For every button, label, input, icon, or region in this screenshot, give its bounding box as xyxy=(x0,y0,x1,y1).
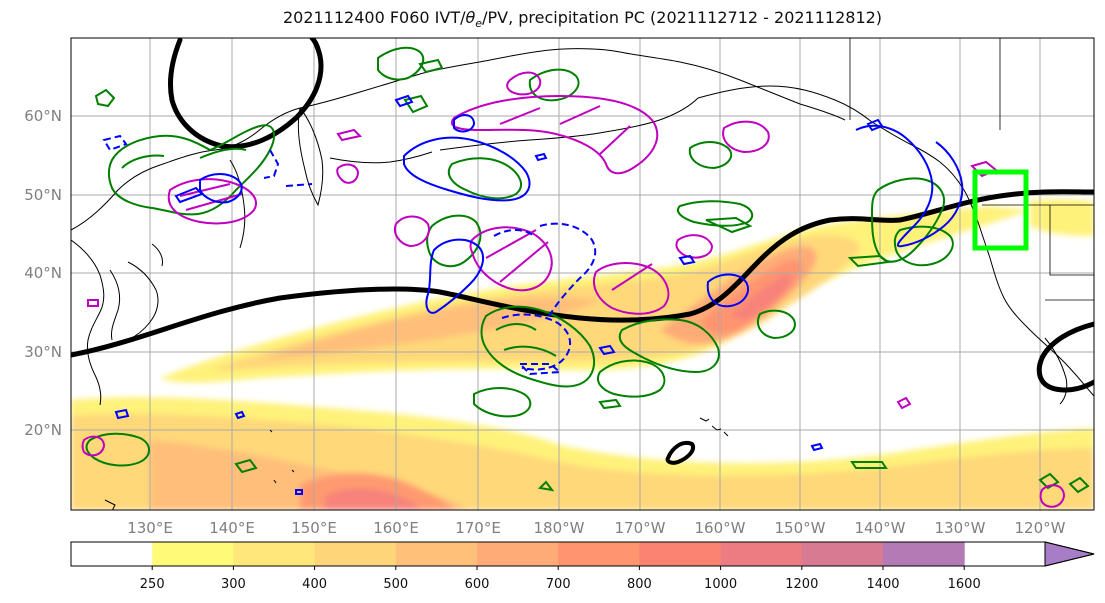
lon-label: 120°W xyxy=(1015,519,1066,537)
colorbar-tick-label: 250 xyxy=(140,577,165,592)
ivt-shading xyxy=(71,199,1094,510)
colorbar-segment xyxy=(71,542,153,566)
colorbar-segment xyxy=(152,542,234,566)
target-box xyxy=(972,169,1029,251)
theta-e-contours xyxy=(71,38,1094,465)
colorbar-segment xyxy=(720,542,803,566)
map-frame xyxy=(70,37,1095,511)
lon-label: 170°E xyxy=(455,519,501,537)
map-area xyxy=(71,38,1094,510)
colorbar-tick-label: 400 xyxy=(302,577,327,592)
colorbar-segment xyxy=(801,542,884,566)
ivt-blue-contours xyxy=(102,94,964,495)
lat-label: 40°N xyxy=(24,264,62,282)
lon-label: 170°W xyxy=(615,519,666,537)
lon-label: 150°E xyxy=(291,519,337,537)
colorbar-segment xyxy=(558,542,640,566)
colorbar-tick-label: 1200 xyxy=(785,577,818,592)
colorbar-segment xyxy=(233,542,316,566)
colorbar-extend-arrow xyxy=(1044,541,1095,567)
colorbar-tick-label: 600 xyxy=(465,577,490,592)
colorbar: 250 300 400 500 600 700 800 1000 1200 1400 1600 xyxy=(70,541,1095,592)
lon-label: 180°W xyxy=(534,519,585,537)
colorbar-tick-label: 1000 xyxy=(704,577,737,592)
colorbar-outline xyxy=(70,541,1095,567)
lat-label: 30°N xyxy=(24,343,62,361)
colorbar-tick-label: 500 xyxy=(383,577,408,592)
lon-label: 160°E xyxy=(373,519,419,537)
colorbar-tick-label: 700 xyxy=(546,577,571,592)
lat-label: 60°N xyxy=(24,107,62,125)
lon-label: 140°E xyxy=(209,519,255,537)
lat-labels: 60°N 50°N 40°N 30°N 20°N xyxy=(24,107,62,439)
colorbar-segment xyxy=(639,542,722,566)
lon-labels: 130°E 140°E 150°E 160°E 170°E 180°W 170°… xyxy=(127,519,1065,537)
lon-label: 160°W xyxy=(695,519,746,537)
lon-label: 130°E xyxy=(127,519,173,537)
colorbar-segment xyxy=(395,542,478,566)
pv-contours xyxy=(81,71,1066,508)
colorbar-tick-label: 1600 xyxy=(948,577,981,592)
lat-label: 20°N xyxy=(24,421,62,439)
figure-title: 2021112400 F060 IVT/θe/PV, precipitation… xyxy=(282,8,883,31)
colorbar-segment xyxy=(314,542,397,566)
colorbar-segment xyxy=(477,542,559,566)
lon-label: 150°W xyxy=(775,519,826,537)
lon-label: 130°W xyxy=(935,519,986,537)
colorbar-tick-label: 800 xyxy=(627,577,652,592)
coastlines xyxy=(71,38,1094,510)
colorbar-tick-labels: 250 300 400 500 600 700 800 1000 1200 1400 1600 xyxy=(140,566,981,592)
lat-label: 50°N xyxy=(24,186,62,204)
colorbar-tick-label: 1400 xyxy=(866,577,899,592)
colorbar-segments xyxy=(71,542,965,566)
colorbar-segment xyxy=(883,542,965,566)
lon-label: 140°W xyxy=(855,519,906,537)
colorbar-tick-label: 300 xyxy=(221,577,246,592)
